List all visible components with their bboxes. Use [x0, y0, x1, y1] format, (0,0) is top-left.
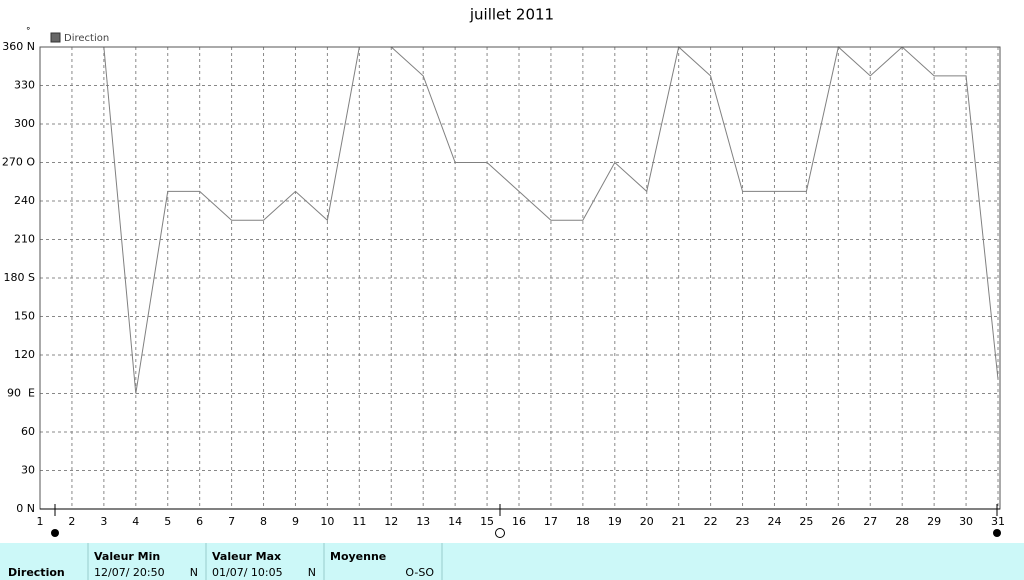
moon-icon: [495, 528, 505, 538]
column-header: Valeur Max: [212, 550, 281, 563]
moon-icon: [993, 529, 1001, 537]
summary-panel: [0, 543, 1024, 580]
column-header: Moyenne: [330, 550, 386, 563]
y-tick-label: 30: [21, 464, 35, 477]
x-tick-label: 25: [799, 515, 813, 528]
x-tick-label: 10: [320, 515, 334, 528]
column-header: Valeur Min: [94, 550, 160, 563]
column-date: 01/07/ 10:05: [212, 566, 283, 579]
x-tick-label: 19: [608, 515, 622, 528]
x-tick-label: 21: [672, 515, 686, 528]
column-value: N: [308, 566, 316, 579]
x-tick-label: 3: [100, 515, 107, 528]
x-tick-label: 18: [576, 515, 590, 528]
x-tick-label: 28: [895, 515, 909, 528]
x-tick-label: 8: [260, 515, 267, 528]
x-tick-label: 30: [959, 515, 973, 528]
x-tick-label: 17: [544, 515, 558, 528]
x-tick-label: 2: [68, 515, 75, 528]
y-tick-label: 120: [14, 348, 35, 361]
y-tick-label: 300: [14, 117, 35, 130]
x-tick-label: 14: [448, 515, 462, 528]
x-tick-label: 7: [228, 515, 235, 528]
column-value: O-SO: [405, 566, 434, 579]
x-tick-label: 20: [640, 515, 654, 528]
x-tick-label: 23: [736, 515, 750, 528]
y-tick-label: 240: [14, 194, 35, 207]
y-unit: °: [26, 27, 31, 37]
y-tick-label: 0 N: [16, 502, 35, 515]
x-tick-label: 16: [512, 515, 526, 528]
y-tick-label: 150: [14, 310, 35, 323]
y-tick-label: 330: [14, 79, 35, 92]
x-tick-label: 11: [352, 515, 366, 528]
summary-label: Direction: [8, 566, 65, 579]
x-tick-label: 6: [196, 515, 203, 528]
column-value: N: [190, 566, 198, 579]
x-tick-label: 13: [416, 515, 430, 528]
y-tick-label: 270 O: [2, 156, 35, 169]
x-tick-label: 31: [991, 515, 1005, 528]
x-tick-label: 12: [384, 515, 398, 528]
x-tick-label: 9: [292, 515, 299, 528]
y-tick-label: 360 N: [2, 40, 35, 53]
y-tick-label: 60: [21, 425, 35, 438]
chart-title: juillet 2011: [469, 6, 554, 24]
x-tick-label: 1: [37, 515, 44, 528]
legend-label: Direction: [64, 33, 109, 44]
x-tick-label: 26: [831, 515, 845, 528]
x-tick-label: 29: [927, 515, 941, 528]
x-tick-label: 15: [480, 515, 494, 528]
y-tick-label: 90 E: [7, 387, 35, 400]
column-date: 12/07/ 20:50: [94, 566, 165, 579]
moon-icon: [51, 529, 59, 537]
x-tick-label: 5: [164, 515, 171, 528]
legend-swatch: [50, 32, 61, 43]
x-tick-label: 24: [767, 515, 781, 528]
x-tick-label: 4: [132, 515, 139, 528]
y-tick-label: 210: [14, 233, 35, 246]
x-tick-label: 22: [704, 515, 718, 528]
y-tick-label: 180 S: [4, 271, 35, 284]
x-tick-label: 27: [863, 515, 877, 528]
